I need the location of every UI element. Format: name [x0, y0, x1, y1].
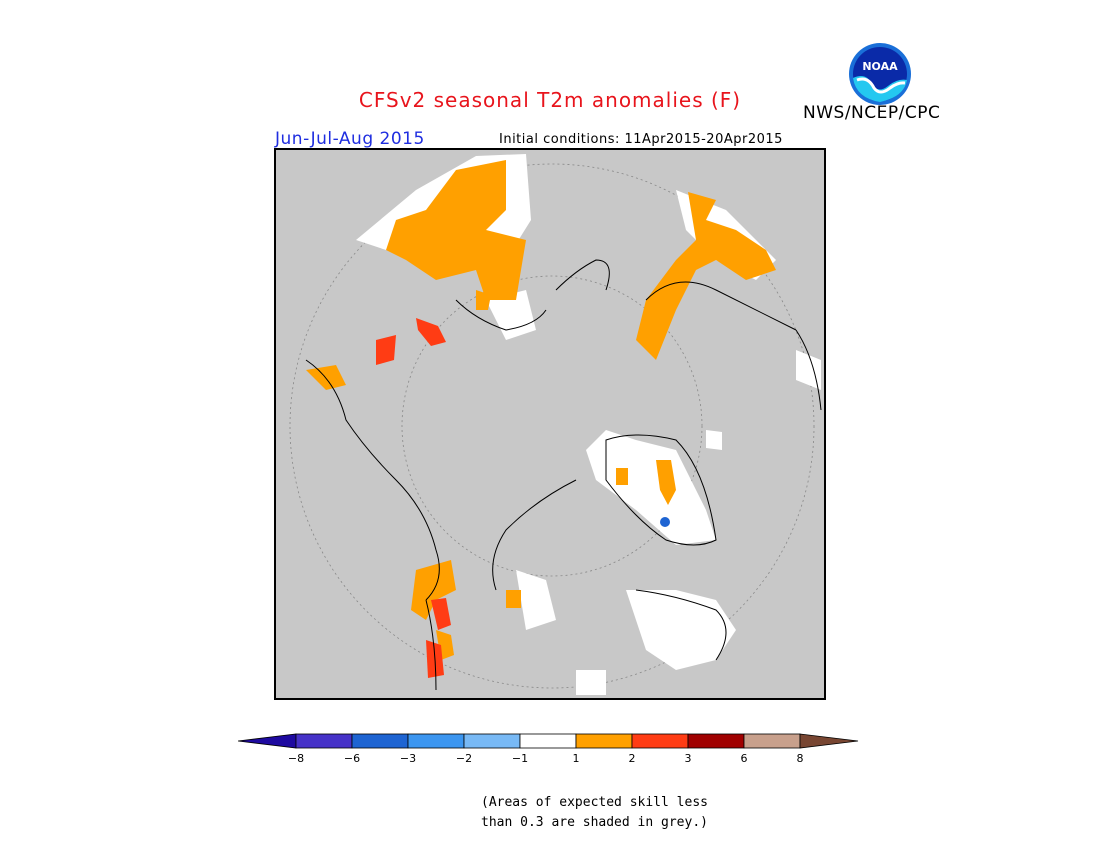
- skill-note-line2: than 0.3 are shaded in grey.): [481, 815, 708, 830]
- map-panel: [274, 148, 826, 700]
- legend-tick-label: −1: [511, 752, 529, 765]
- cool-anomaly-area: [660, 517, 670, 527]
- noaa-logo: NOAA: [849, 43, 911, 105]
- polar-stereographic-map: [289, 154, 822, 695]
- coastlines: [305, 259, 822, 691]
- legend-tick-label: 3: [684, 752, 692, 765]
- noaa-logo-text: NOAA: [862, 60, 898, 73]
- legend-bin: [743, 733, 801, 749]
- legend-bin: [407, 733, 465, 749]
- legend-tick-label: −3: [399, 752, 417, 765]
- legend-tick-label: 2: [628, 752, 636, 765]
- agency-label: NWS/NCEP/CPC: [803, 103, 941, 123]
- legend-bin: [575, 733, 633, 749]
- initial-conditions: Initial conditions: 11Apr2015-20Apr2015: [499, 132, 783, 147]
- legend-tick-label: 1: [572, 752, 580, 765]
- warm-anomaly-2-3-areas: [376, 318, 451, 678]
- legend-tick-label: 6: [740, 752, 748, 765]
- legend-bin: [631, 733, 689, 749]
- forecast-period: Jun-Jul-Aug 2015: [275, 129, 425, 149]
- skill-note: (Areas of expected skill less than 0.3 a…: [481, 793, 708, 833]
- legend-tick-label: −8: [287, 752, 305, 765]
- legend-tick-label: −6: [343, 752, 361, 765]
- color-legend: [238, 733, 859, 749]
- legend-bin: [463, 733, 521, 749]
- legend-bin: [687, 733, 745, 749]
- latitude-circle: [401, 275, 703, 577]
- legend-bin-lower-extreme: [238, 733, 297, 749]
- legend-tick-label: 8: [796, 752, 804, 765]
- legend-bin-upper-extreme: [799, 733, 859, 749]
- latitude-circle: [289, 163, 815, 689]
- legend-bin: [351, 733, 409, 749]
- legend-tick-label: −2: [455, 752, 473, 765]
- skill-note-line1: (Areas of expected skill less: [481, 795, 708, 810]
- map-title: CFSv2 seasonal T2m anomalies (F): [358, 88, 742, 112]
- legend-bin: [295, 733, 353, 749]
- legend-bin: [519, 733, 577, 749]
